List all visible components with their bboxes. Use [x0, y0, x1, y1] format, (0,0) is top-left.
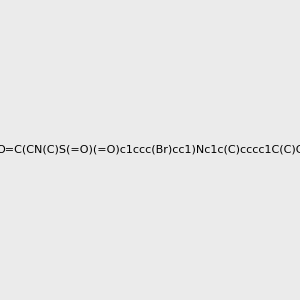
Text: O=C(CN(C)S(=O)(=O)c1ccc(Br)cc1)Nc1c(C)cccc1C(C)C: O=C(CN(C)S(=O)(=O)c1ccc(Br)cc1)Nc1c(C)cc… [0, 145, 300, 155]
